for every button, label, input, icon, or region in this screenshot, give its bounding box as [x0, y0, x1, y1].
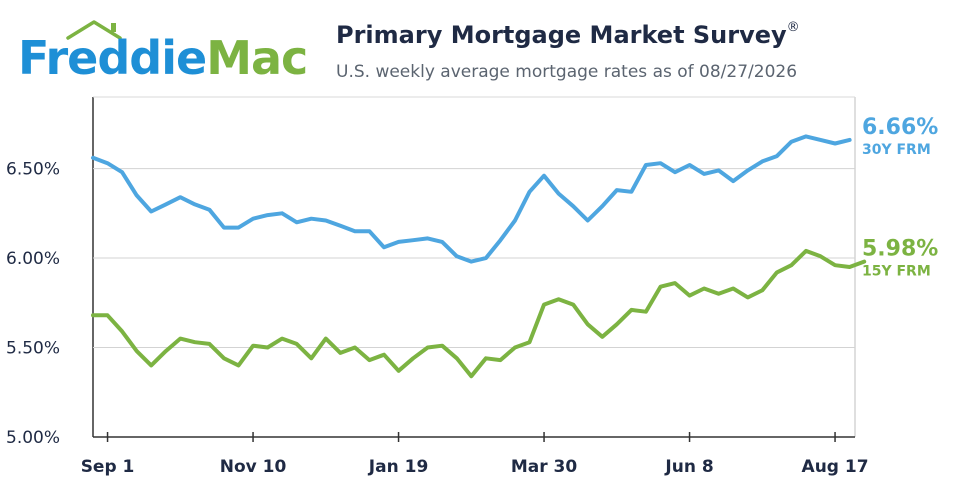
logo-wordmark: FreddieMac	[18, 28, 308, 88]
logo-word-freddie: Freddie	[18, 31, 207, 85]
end-value-label: 6.66%	[862, 115, 938, 140]
series-name-label: 15Y FRM	[862, 264, 931, 280]
house-roof-icon	[66, 20, 122, 40]
chart-title-text: Primary Mortgage Market Survey	[336, 21, 787, 49]
logo-word-mac: Mac	[206, 31, 308, 85]
freddie-mac-logo: FreddieMac	[18, 20, 308, 90]
x-tick-label: Aug 17	[802, 457, 869, 477]
chart-subtitle: U.S. weekly average mortgage rates as of…	[336, 62, 798, 82]
y-tick-label: 6.50%	[6, 160, 60, 180]
series-line-30y-frm	[91, 134, 852, 264]
y-tick-label: 5.00%	[6, 428, 60, 448]
x-tick-label: Sep 1	[81, 457, 135, 477]
x-tick-label: Jun 8	[664, 457, 713, 477]
series-line-15y-frm	[91, 248, 867, 379]
end-value-label: 5.98%	[862, 237, 938, 262]
registered-mark: ®	[786, 20, 800, 35]
chart-title: Primary Mortgage Market Survey®	[336, 20, 800, 49]
x-tick-label: Jan 19	[368, 457, 428, 477]
y-tick-label: 5.50%	[6, 339, 60, 359]
x-tick-label: Nov 10	[220, 457, 287, 477]
y-tick-label: 6.00%	[6, 249, 60, 269]
x-tick-label: Mar 30	[511, 457, 578, 477]
series-name-label: 30Y FRM	[862, 142, 931, 158]
